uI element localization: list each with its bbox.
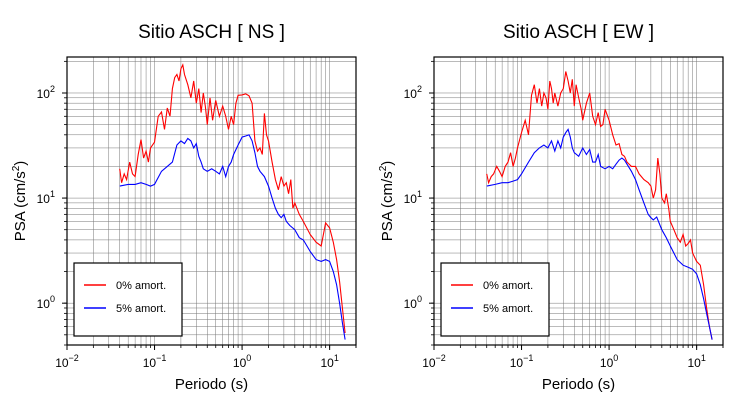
series-line-0pct [486, 71, 713, 340]
legend-label-5pct: 5% amort. [483, 303, 533, 315]
chart-panel-ew: 10−2 10−1 100 101 100 101 102 Sitio ASCH [ EW … [378, 22, 724, 393]
chart-panel-ns: 10−2 10−1 100 101 100 101 102 Sitio ASCH [ NS … [11, 22, 357, 393]
plot-frame [433, 56, 724, 346]
x-axis-label: Periodo (s) [175, 376, 248, 393]
legend-box [73, 262, 183, 337]
y-axis-label: PSA (cm/s2) [11, 161, 29, 242]
y-tick-label: 100 [37, 294, 55, 311]
series-line-5pct [486, 128, 713, 340]
y-tick-label: 100 [404, 294, 422, 311]
x-tick-label: 101 [687, 353, 705, 370]
y-tick-label: 102 [37, 84, 55, 101]
y-tick-label: 101 [37, 189, 55, 206]
x-tick-label: 101 [320, 353, 338, 370]
chart-title: Sitio ASCH [ NS ] [138, 22, 285, 43]
x-tick-label: 100 [600, 353, 618, 370]
series-layer [486, 71, 713, 340]
legend-box [440, 262, 550, 337]
y-tick-label: 101 [404, 189, 422, 206]
series-line-5pct [119, 134, 346, 340]
y-tick-label: 102 [404, 84, 422, 101]
legend-label-0pct: 0% amort. [483, 280, 533, 292]
series-line-0pct [119, 63, 346, 334]
axis-ticks: 10−2 10−1 100 101 100 101 102 [404, 60, 724, 370]
legend: 0% amort. 5% amort. [440, 262, 550, 337]
legend: 0% amort. 5% amort. [73, 262, 183, 337]
x-tick-label: 10−2 [55, 353, 79, 370]
legend-label-5pct: 5% amort. [116, 303, 166, 315]
x-tick-label: 10−1 [510, 353, 534, 370]
x-tick-label: 10−2 [422, 353, 446, 370]
plot-frame [66, 56, 357, 346]
y-axis-label: PSA (cm/s2) [378, 161, 396, 242]
chart-title: Sitio ASCH [ EW ] [503, 22, 654, 43]
series-layer [119, 63, 346, 340]
x-tick-label: 100 [233, 353, 251, 370]
legend-label-0pct: 0% amort. [116, 280, 166, 292]
axis-ticks: 10−2 10−1 100 101 100 101 102 [37, 60, 357, 370]
x-tick-label: 10−1 [143, 353, 167, 370]
x-axis-label: Periodo (s) [542, 376, 615, 393]
